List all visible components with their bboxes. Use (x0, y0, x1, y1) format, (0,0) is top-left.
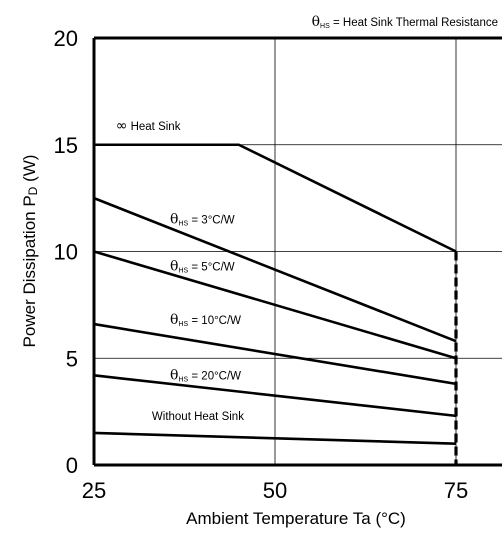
x-tick-label-0: 25 (82, 478, 106, 503)
curve-label-0: ∞ Heat Sink (116, 118, 181, 134)
series-line-2 (93, 250, 457, 360)
series-line-4 (93, 374, 457, 418)
curve-label-4: θHS = 20°C/W (170, 368, 241, 384)
tick-labels: 0 5 10 15 20 25 50 75 (54, 26, 469, 503)
series-line-0 (94, 143, 457, 253)
y-tick-label-2: 10 (54, 240, 78, 265)
grid-lines (94, 38, 502, 465)
series-lines (93, 143, 457, 445)
series-line-5 (93, 431, 457, 445)
x-axis-label: Ambient Temperature Ta (°C) (186, 509, 406, 528)
series-line-1 (93, 196, 457, 343)
curve-label-5: Without Heat Sink (152, 411, 244, 423)
x-tick-label-2: 75 (444, 478, 468, 503)
plot-frame (92, 36, 502, 467)
legend-note: θHS = Heat Sink Thermal Resistance (312, 14, 498, 30)
y-tick-label-3: 15 (54, 133, 78, 158)
y-tick-label-0: 0 (66, 453, 78, 478)
y-tick-label-4: 20 (54, 26, 78, 51)
curve-label-3: θHS = 10°C/W (170, 312, 241, 328)
x-tick-label-1: 50 (263, 478, 287, 503)
annotations: ∞ Heat Sink θHS = 3°C/W θHS = 5°C/W θHS = 1… (116, 118, 244, 423)
curve-label-2: θHS = 5°C/W (170, 259, 235, 275)
series-line-3 (93, 322, 457, 386)
y-tick-label-1: 5 (66, 346, 78, 371)
curve-label-1: θHS = 3°C/W (170, 212, 235, 228)
y-axis-label: Power Dissipation PD (W) (20, 155, 40, 348)
